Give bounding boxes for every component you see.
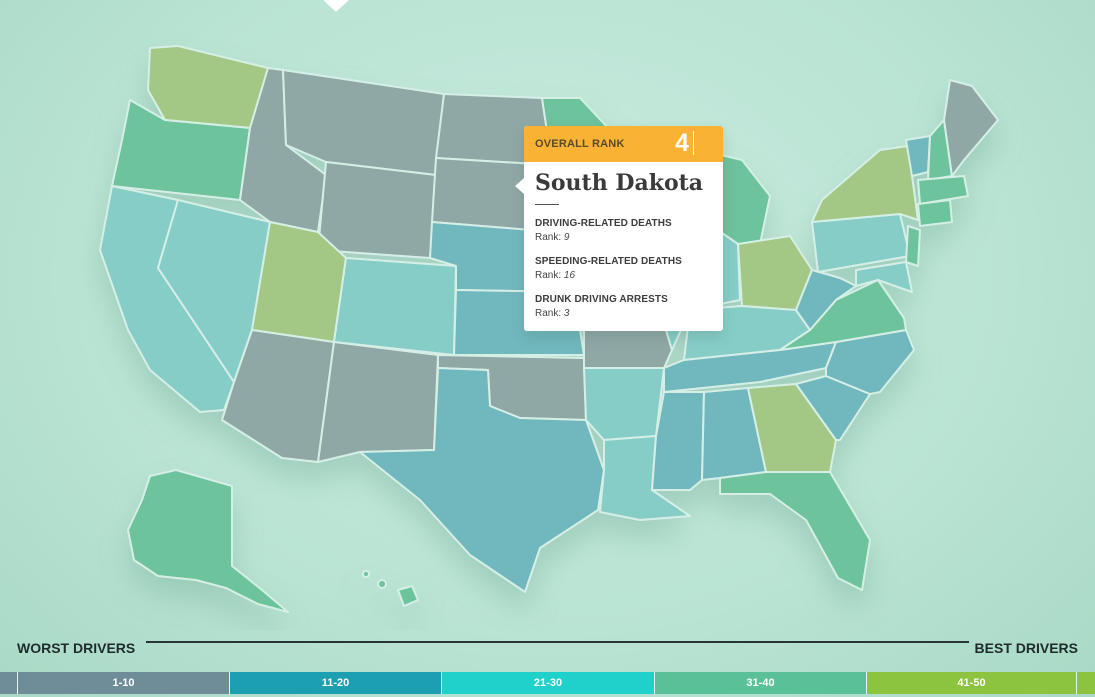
overall-rank-value: 4 [675,129,689,157]
state-new-york[interactable] [811,145,919,223]
state-new-jersey[interactable] [905,225,921,267]
metric-rank: Rank: 3 [535,308,668,319]
state-name: South Dakota [535,170,704,196]
rank-prefix: Rank: [535,270,562,281]
state-montana[interactable] [282,69,445,176]
state-wyoming[interactable] [317,161,437,259]
rank-number: 16 [563,270,576,281]
metric-title: SPEEDING-RELATED DEATHS [535,256,682,267]
state-colorado[interactable] [333,257,457,356]
state-virginia[interactable] [779,279,907,351]
legend-bucket-11-20[interactable]: 11-20 [230,672,442,694]
legend-bucket-21-30[interactable]: 21-30 [442,672,655,694]
state-tooltip: OVERALL RANK 4 South Dakota DRIVING-RELA… [515,126,723,331]
rank-prefix: Rank: [535,308,562,319]
metric-speeding-deaths: SPEEDING-RELATED DEATHS Rank: 16 [535,256,682,281]
state-new-mexico[interactable] [317,341,439,463]
legend-scale-line [146,641,969,643]
metric-rank: Rank: 16 [535,270,682,281]
overall-rank-label: OVERALL RANK [535,138,625,150]
state-florida[interactable] [719,471,871,591]
state-maryland[interactable] [855,261,913,293]
legend-edge-right [1077,672,1095,694]
rank-number: 9 [563,232,570,243]
state-arkansas[interactable] [583,367,665,441]
metric-title: DRIVING-RELATED DEATHS [535,218,672,229]
rank-divider [693,131,694,155]
metric-rank: Rank: 9 [535,232,672,243]
rank-number: 3 [563,308,570,319]
state-hawaii-island[interactable] [362,570,370,578]
legend-worst-label: WORST DRIVERS [17,640,136,656]
state-connecticut[interactable] [917,199,953,227]
state-texas[interactable] [359,367,605,593]
tooltip-pointer [515,178,524,194]
state-south-carolina[interactable] [795,375,871,441]
title-underline [535,204,559,205]
overall-rank-band: OVERALL RANK 4 [524,126,723,162]
state-hawaii-island[interactable] [377,579,387,589]
state-georgia[interactable] [747,383,837,473]
legend-edge-left [0,672,18,694]
legend-bucket-1-10[interactable]: 1-10 [18,672,230,694]
metric-driving-deaths: DRIVING-RELATED DEATHS Rank: 9 [535,218,672,243]
legend-color-bar: 1-10 11-20 21-30 31-40 41-50 [0,672,1095,694]
metric-drunk-driving: DRUNK DRIVING ARRESTS Rank: 3 [535,294,668,319]
state-maine[interactable] [943,79,999,177]
rank-prefix: Rank: [535,232,562,243]
legend-bucket-31-40[interactable]: 31-40 [655,672,867,694]
legend-bucket-41-50[interactable]: 41-50 [867,672,1077,694]
state-massachusetts[interactable] [917,175,969,205]
header-pointer [322,0,350,12]
metric-title: DRUNK DRIVING ARRESTS [535,294,668,305]
state-washington[interactable] [147,45,269,129]
state-hawaii[interactable] [397,585,419,607]
legend-best-label: BEST DRIVERS [974,640,1078,656]
state-alaska[interactable] [127,469,289,613]
